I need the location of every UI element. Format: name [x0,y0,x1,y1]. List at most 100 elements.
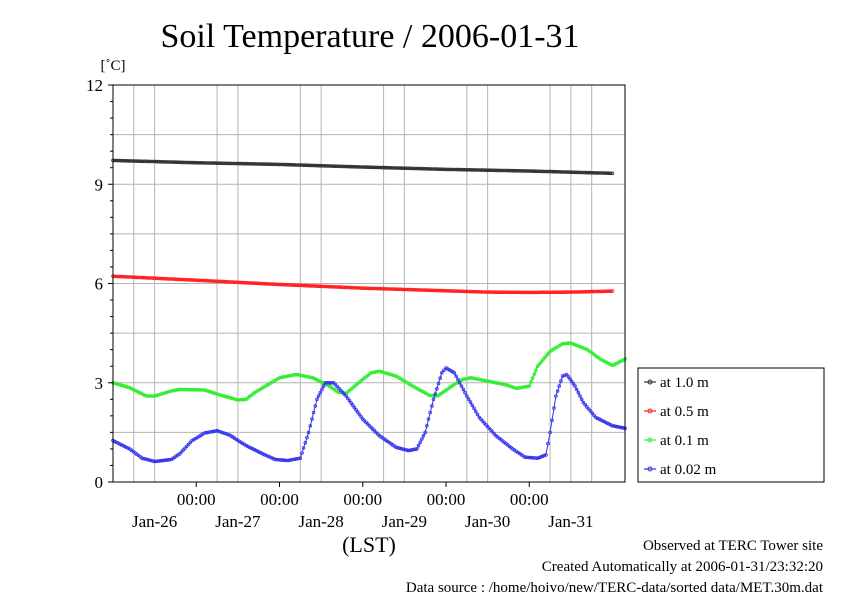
series-point [275,162,280,167]
x-date-label: Jan-27 [215,512,261,531]
series-point [454,374,458,378]
series-point [310,284,315,288]
series-point [499,290,504,295]
series-point [577,170,582,175]
series-point [605,421,610,426]
series-point [128,275,133,279]
series-point [244,161,249,166]
series-point [281,282,285,287]
series-point [244,443,249,448]
series-point [149,394,154,398]
series-point [204,388,209,393]
series-point [541,357,545,362]
series-point [295,372,300,377]
series-point [158,276,162,281]
series-point [259,451,264,455]
series-point [546,290,551,295]
series-point [352,285,356,290]
series-point [277,282,282,287]
series-point [328,380,333,385]
y-tick-label: 0 [95,473,104,492]
series-point [403,447,407,452]
legend-item: at 0.1 m [644,433,709,449]
x-tick-label: 00:00 [260,490,299,509]
series-point [569,341,573,345]
x-date-label: Jan-28 [298,512,343,531]
series-point [128,159,133,163]
series-point [468,168,473,172]
series-point [420,437,424,441]
series-point [177,452,182,456]
series-point [333,164,337,169]
series-point [213,429,218,433]
series-point [477,377,482,382]
series-point [564,341,568,346]
series-point [137,390,142,395]
series-point [464,376,468,381]
series-point [142,456,146,461]
series-point [470,168,474,172]
series-point [484,168,488,173]
series-point [232,161,237,166]
series-point [260,162,265,166]
series-point [250,162,254,166]
series-point [569,379,574,384]
series-point [213,279,218,284]
series-point [425,423,429,428]
x-tick-label: 00:00 [177,490,216,509]
series-point [418,440,423,445]
series-point [416,443,421,448]
series-point [437,167,441,172]
series-point [548,290,552,295]
series-point [289,457,294,462]
series-point [225,161,230,166]
series-point [367,165,372,170]
series-point [195,387,200,392]
series-point [209,429,214,434]
series-point [430,167,434,171]
series-point [239,161,244,166]
series-point [603,171,608,175]
series-point [565,290,570,294]
series-point [161,160,166,164]
series-point [243,161,247,166]
series-point [171,388,175,393]
series-point [385,371,390,376]
series-point [232,397,237,401]
series-point [331,380,336,385]
series-point [395,166,400,170]
series-point [489,168,493,173]
series-point [504,383,508,387]
series-point [142,393,147,398]
series-point [167,457,172,462]
series-point [379,369,383,374]
series-point [222,279,226,284]
series-point [277,162,282,167]
series-point [529,380,533,384]
series-point [513,168,518,173]
series-point [265,162,270,167]
series-point [154,459,159,464]
series-point [525,169,530,173]
series-point [576,390,581,395]
series-point [373,165,377,170]
series-point [144,394,149,398]
series-point [161,276,166,281]
series-point [348,164,353,169]
series-point [556,290,561,295]
series-point [537,362,542,366]
series-point [174,388,179,392]
series-point [376,165,381,170]
series-point [489,379,493,384]
series-point [588,409,593,413]
series-point [170,277,174,281]
series-point [124,445,129,450]
series-point [428,410,433,415]
series-point [454,167,459,172]
series-point [449,167,454,172]
series-point [326,164,330,168]
legend-label: at 0.02 m [660,462,717,478]
series-point [181,387,186,392]
series-point [336,164,341,169]
series-point [478,290,483,294]
